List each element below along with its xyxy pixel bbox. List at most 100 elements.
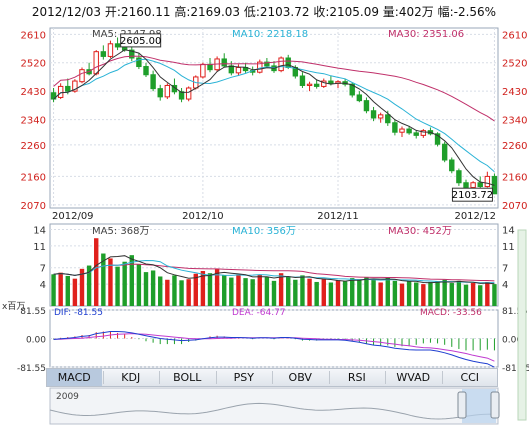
volume-bar <box>158 276 163 306</box>
volume-tick-left: 4 <box>40 280 46 291</box>
volume-bar <box>65 275 70 306</box>
volume-bar <box>236 274 241 306</box>
volume-tick-right: 14 <box>502 225 515 236</box>
tab-kdj[interactable]: KDJ <box>121 371 141 384</box>
price-annotation-box <box>451 187 493 202</box>
candle-body <box>456 170 462 184</box>
candle-body <box>221 58 227 67</box>
volume-bar <box>243 278 248 306</box>
volume-legend-label: MA5: 368万 <box>92 226 149 237</box>
volume-bar <box>150 270 156 306</box>
candle-body <box>157 88 163 98</box>
candle-body <box>136 57 142 68</box>
overview-selection <box>462 389 496 423</box>
candle-body <box>449 159 455 172</box>
candle-body <box>200 63 206 78</box>
volume-bar <box>257 274 262 306</box>
right-scrollbar <box>517 229 527 421</box>
date-tick-label: 2012/12 <box>454 211 496 222</box>
candle-body <box>299 75 306 86</box>
candle-body <box>313 83 320 87</box>
candle-body <box>399 128 405 133</box>
candle-body <box>185 87 192 100</box>
volume-bar <box>186 279 191 306</box>
candle-body <box>278 57 284 72</box>
candle-body <box>143 66 149 76</box>
date-tick-label: 2012/09 <box>52 211 94 222</box>
volume-bar <box>94 238 99 306</box>
price-legend-label: MA10: 2218.18 <box>232 29 308 40</box>
candle-body <box>114 43 121 48</box>
price-tick-right: 2520 <box>502 59 527 70</box>
macd-tick-right: 81.55 <box>502 307 528 317</box>
candle-body <box>107 43 114 57</box>
tab-cci[interactable]: CCI <box>460 371 480 384</box>
candle-body <box>79 69 85 83</box>
overview-handle-right <box>490 391 500 419</box>
candle-body <box>413 132 419 136</box>
volume-bar <box>428 281 433 306</box>
tab-wvad[interactable]: WVAD <box>396 371 431 384</box>
volume-bar <box>193 273 198 306</box>
price-tick-left: 2260 <box>21 141 46 152</box>
tab-psy[interactable]: PSY <box>233 371 254 384</box>
tab-rsi[interactable]: RSI <box>347 371 366 384</box>
candle-body <box>257 61 263 73</box>
candle-body <box>306 83 313 86</box>
volume-bar <box>350 278 355 306</box>
candle-body <box>129 49 135 59</box>
volume-bar <box>72 278 78 306</box>
volume-ma30-line <box>53 263 495 282</box>
volume-ma10-line <box>53 259 495 284</box>
tab-separator <box>102 371 104 384</box>
candle-body <box>356 94 363 102</box>
price-tick-left: 2520 <box>21 59 46 70</box>
tab-boll[interactable]: BOLL <box>173 371 202 384</box>
candle-body <box>207 63 213 71</box>
price-tick-right: 2430 <box>502 87 527 98</box>
volume-bar <box>456 280 462 306</box>
ma30-line <box>53 55 495 122</box>
candle-body <box>65 85 71 92</box>
price-tick-right: 2340 <box>502 116 527 127</box>
volume-bar <box>129 255 134 306</box>
overview-handle-left <box>457 391 467 419</box>
volume-bar <box>222 275 227 306</box>
volume-bar <box>314 281 319 306</box>
macd-legend-label: DEA: -64.77 <box>232 308 286 318</box>
date-tick-label: 2012/11 <box>317 211 359 222</box>
tab-separator <box>328 371 330 384</box>
candle-body <box>50 92 57 100</box>
tab-obv[interactable]: OBV <box>288 371 312 384</box>
tab-separator <box>272 371 273 384</box>
tab-macd[interactable]: MACD <box>47 369 102 386</box>
volume-bar <box>207 273 213 306</box>
price-annotation-label: 2605.00 <box>120 36 161 47</box>
volume-bar <box>478 285 483 306</box>
volume-ma5-line <box>53 255 495 285</box>
macd-tick-right: -81.55 <box>502 364 529 374</box>
candle-body <box>321 80 327 87</box>
candle-body <box>370 110 377 119</box>
candle-body <box>420 130 427 136</box>
candle-body <box>385 114 391 124</box>
volume-tick-left: 7 <box>40 264 46 275</box>
volume-bar <box>321 279 326 306</box>
candle-body <box>470 182 476 188</box>
tab-separator <box>441 371 443 384</box>
candle-body <box>434 133 441 145</box>
candle-body <box>377 114 384 119</box>
volume-bar <box>435 281 440 306</box>
candle-body <box>349 83 355 96</box>
candle-body <box>363 100 370 112</box>
candle-body <box>285 57 291 68</box>
volume-bar <box>357 279 362 306</box>
candle-body <box>463 182 469 188</box>
volume-bar <box>399 283 405 306</box>
price-tick-right: 2610 <box>502 30 527 41</box>
volume-bar <box>378 282 383 306</box>
volume-bar <box>463 284 469 306</box>
candle-body <box>93 51 99 75</box>
volume-bar <box>278 273 284 306</box>
